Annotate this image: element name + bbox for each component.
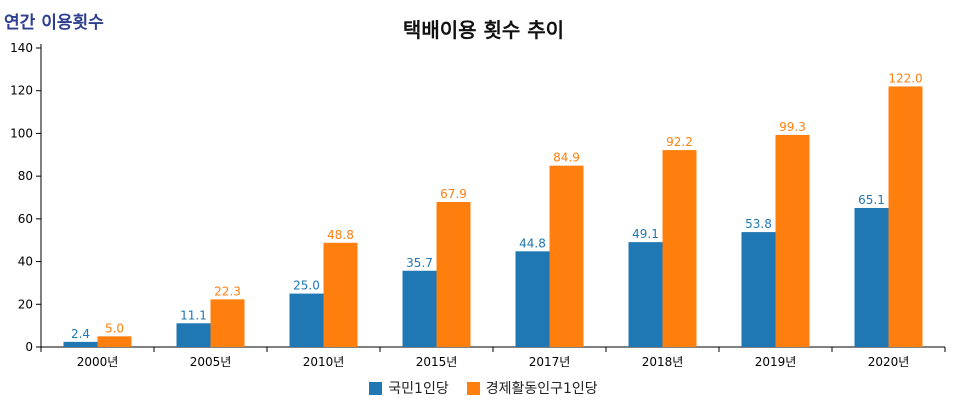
legend-label: 국민1인당 [388, 381, 449, 397]
bar-series-1 [662, 150, 697, 347]
data-label-series-1: 84.9 [553, 151, 580, 165]
x-tick-label: 2018년 [642, 355, 684, 369]
y-tick-label: 120 [10, 84, 33, 98]
chart-title: 택배이용 횟수 추이 [402, 18, 565, 42]
data-label-series-1: 99.3 [779, 120, 806, 134]
bar-series-0 [63, 341, 98, 347]
bar-series-1 [436, 201, 471, 347]
legend-item-series-1: 경제활동인구1인당 [466, 378, 598, 398]
bar-series-0 [402, 270, 437, 347]
x-tick-label: 2019년 [755, 355, 797, 369]
data-label-series-0: 11.1 [180, 308, 207, 322]
data-label-series-0: 49.1 [632, 227, 659, 241]
y-tick-label: 20 [18, 297, 33, 311]
data-label-series-1: 48.8 [327, 228, 354, 242]
bar-series-1 [210, 299, 245, 347]
bar-series-0 [176, 323, 211, 347]
y-tick-label: 100 [10, 126, 33, 140]
x-tick-label: 2020년 [868, 355, 910, 369]
x-tick-label: 2005년 [190, 355, 232, 369]
bar-series-0 [289, 293, 324, 347]
bar-series-1 [97, 336, 132, 347]
data-label-series-1: 122.0 [888, 71, 922, 85]
y-tick-label: 140 [10, 41, 33, 55]
bar-chart: 0 20 40 60 80 100 120 140 2000년 2.4 5.0 2005년 11.1 22… [10, 41, 946, 369]
data-label-series-0: 35.7 [406, 256, 433, 270]
bar-series-0 [854, 207, 889, 347]
y-tick-label: 40 [18, 255, 33, 269]
legend-swatch [369, 381, 383, 395]
y-axis-label: 연간 이용횟수 [4, 13, 104, 33]
data-label-series-0: 25.0 [293, 279, 320, 293]
legend-item-series-0: 국민1인당 [369, 378, 449, 398]
y-tick-label: 60 [18, 212, 33, 226]
data-label-series-1: 67.9 [440, 187, 467, 201]
y-tick-label: 80 [18, 169, 33, 183]
data-label-series-1: 92.2 [666, 135, 693, 149]
x-tick-label: 2017년 [529, 355, 571, 369]
legend-swatch [466, 381, 480, 395]
bar-series-1 [549, 165, 584, 347]
bar-series-1 [888, 86, 923, 347]
bar-series-0 [741, 232, 776, 347]
legend-label: 경제활동인구1인당 [485, 381, 598, 397]
data-label-series-0: 2.4 [71, 327, 90, 341]
data-label-series-0: 44.8 [519, 236, 546, 250]
bar-series-0 [628, 242, 663, 347]
legend: 국민1인당 경제활동인구1인당 [0, 378, 967, 398]
data-label-series-1: 5.0 [105, 321, 124, 335]
data-label-series-0: 53.8 [745, 217, 772, 231]
data-label-series-0: 65.1 [858, 193, 885, 207]
bar-series-0 [515, 251, 550, 347]
x-tick-label: 2000년 [77, 355, 119, 369]
data-label-series-1: 22.3 [214, 284, 241, 298]
y-tick-label: 0 [25, 340, 33, 354]
bar-series-1 [323, 242, 358, 347]
x-tick-label: 2010년 [303, 355, 345, 369]
bar-series-1 [775, 134, 810, 347]
x-tick-label: 2015년 [416, 355, 458, 369]
